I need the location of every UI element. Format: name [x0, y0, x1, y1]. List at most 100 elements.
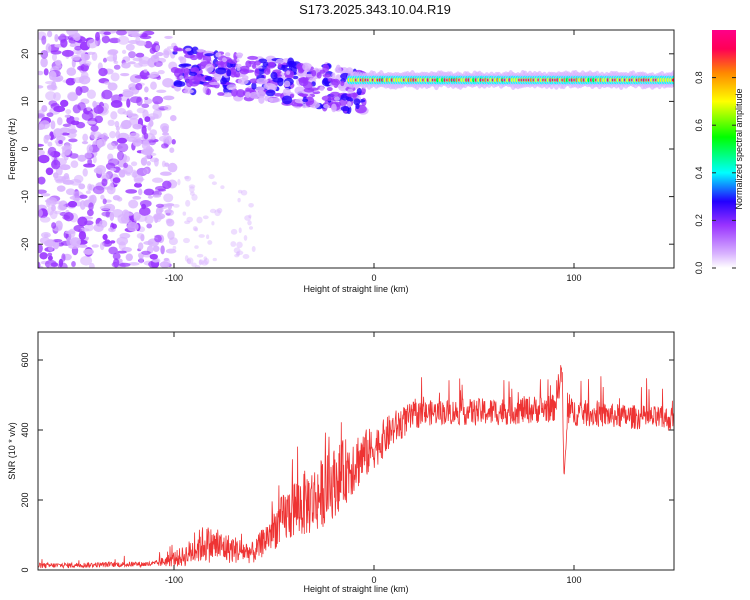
spectral-blob	[198, 234, 205, 238]
spectral-blob	[107, 82, 118, 91]
spectral-blob	[162, 78, 174, 88]
spectral-blob	[251, 246, 256, 252]
spectral-blob	[248, 203, 254, 208]
spectral-blob	[107, 158, 120, 166]
spectral-blob	[112, 177, 121, 184]
spectral-blob	[235, 251, 241, 256]
spectral-blob	[334, 66, 342, 74]
spectral-blob	[256, 90, 266, 99]
spectral-blob	[254, 60, 261, 66]
figure-title: S173.2025.343.10.04.R19	[299, 2, 451, 17]
spectral-blob	[152, 245, 160, 252]
spectral-blob	[51, 222, 57, 229]
spectral-blob	[79, 194, 88, 199]
snr-frame	[37, 331, 675, 571]
spectral-blob	[50, 262, 59, 267]
spectral-blob	[161, 160, 166, 168]
spectral-blob	[48, 246, 54, 252]
spectral-blob	[51, 53, 58, 61]
spectral-blob	[105, 211, 111, 218]
spectral-blob	[292, 75, 299, 80]
spectral-blob	[54, 33, 59, 43]
spectral-blob	[238, 227, 242, 234]
spectral-blob	[90, 125, 99, 132]
spectral-blob	[40, 193, 51, 197]
spectral-blob	[256, 77, 268, 85]
spectral-blob	[56, 185, 66, 192]
spectral-blob	[138, 254, 144, 264]
spectral-blob	[201, 260, 209, 266]
spectral-blob	[69, 178, 82, 186]
spectral-blob	[39, 216, 51, 223]
spectral-blob	[60, 132, 70, 136]
spectral-blob	[194, 264, 201, 268]
spectral-blob	[135, 52, 145, 58]
spectral-blob	[86, 106, 92, 112]
spectral-blob	[164, 35, 173, 39]
spectral-blob	[132, 196, 142, 200]
spectral-blob	[111, 94, 122, 104]
spectral-blob	[298, 92, 305, 97]
spectral-blob	[152, 95, 164, 105]
spectral-blob	[236, 241, 243, 249]
x-tick-label: -100	[165, 273, 183, 283]
spectral-blob	[162, 180, 172, 190]
spectral-blob	[304, 96, 315, 106]
spectral-blob	[141, 250, 151, 255]
spectral-blob	[170, 66, 179, 74]
spectral-blob	[116, 236, 129, 246]
spectral-blob	[70, 120, 80, 126]
spectral-blob	[58, 202, 67, 211]
spectral-blob	[150, 81, 157, 90]
spectral-blob	[108, 37, 121, 44]
spectral-blob	[111, 223, 117, 229]
spectral-blob	[81, 111, 94, 121]
spectral-blob	[190, 67, 196, 72]
spectral-blob	[212, 257, 217, 262]
spectral-blob	[230, 228, 238, 235]
spectral-blob	[236, 63, 242, 68]
spectral-blob	[222, 57, 227, 63]
spectral-blob	[302, 63, 309, 71]
spectral-blob	[214, 209, 221, 217]
spectral-blob	[340, 105, 350, 112]
spectral-blob	[198, 259, 202, 266]
spectral-blob	[226, 69, 232, 77]
spectral-blob	[188, 184, 196, 189]
spectral-blob	[211, 181, 217, 186]
spectral-blob	[60, 99, 69, 108]
spectral-blob	[125, 43, 135, 51]
x-tick-label: 0	[371, 575, 376, 585]
spectral-blob	[287, 57, 295, 66]
spectral-blob	[186, 216, 193, 223]
spectral-blob	[186, 257, 194, 265]
spectral-blob	[40, 57, 48, 68]
spectral-blob	[120, 72, 130, 77]
spectral-blob	[239, 68, 250, 75]
spectral-blob	[321, 95, 334, 102]
spectral-blob	[311, 70, 317, 77]
spectral-blob	[233, 247, 241, 254]
spectral-blob	[157, 69, 165, 75]
spectral-blob	[85, 190, 91, 195]
y-tick-label: 10	[20, 96, 30, 106]
spectral-blob	[129, 96, 142, 104]
spectral-blob	[133, 182, 143, 188]
y-tick-label: 0	[20, 567, 30, 572]
spectral-blob	[48, 70, 57, 81]
spectral-blob	[352, 92, 357, 100]
spectral-blob	[110, 111, 118, 120]
spectral-blob	[170, 114, 177, 122]
spectral-blob	[234, 253, 240, 258]
spectral-blob	[217, 92, 225, 96]
spectral-blob	[356, 87, 362, 96]
snr-panel: -100 0 100 0 200 400 600 Height of straight li…	[7, 331, 675, 594]
spectral-blob	[116, 137, 128, 144]
spectral-blob	[148, 119, 154, 127]
colorbar-gradient	[712, 30, 736, 268]
spectral-blob	[264, 95, 270, 102]
spectral-blob	[167, 162, 178, 173]
spectral-blob	[207, 240, 213, 245]
spectral-blob	[118, 262, 131, 267]
spectral-blob	[39, 120, 51, 130]
